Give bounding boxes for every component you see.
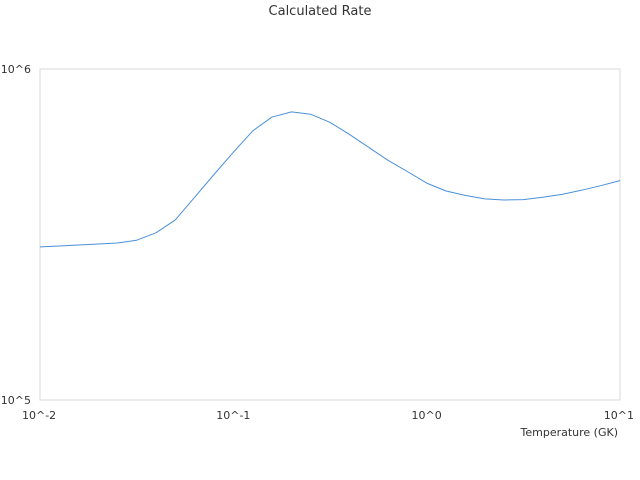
x-axis-label: Temperature (GK) <box>520 426 619 439</box>
series-layer <box>39 111 621 248</box>
x-tick-label: 10^0 <box>412 409 442 422</box>
x-tick-label: 10^-1 <box>216 409 250 422</box>
x-tick-label: 10^-2 <box>22 409 56 422</box>
y-tick-label: 10^5 <box>1 394 31 407</box>
y-tick-label: 10^6 <box>1 63 31 76</box>
series-line <box>39 111 621 248</box>
plot-border <box>39 68 621 401</box>
chart-title: Calculated Rate <box>268 4 372 19</box>
x-tick-label: 10^1 <box>604 409 634 422</box>
tick-labels: 10^-2 10^-1 10^0 10^1 10^5 10^6 <box>1 63 634 422</box>
